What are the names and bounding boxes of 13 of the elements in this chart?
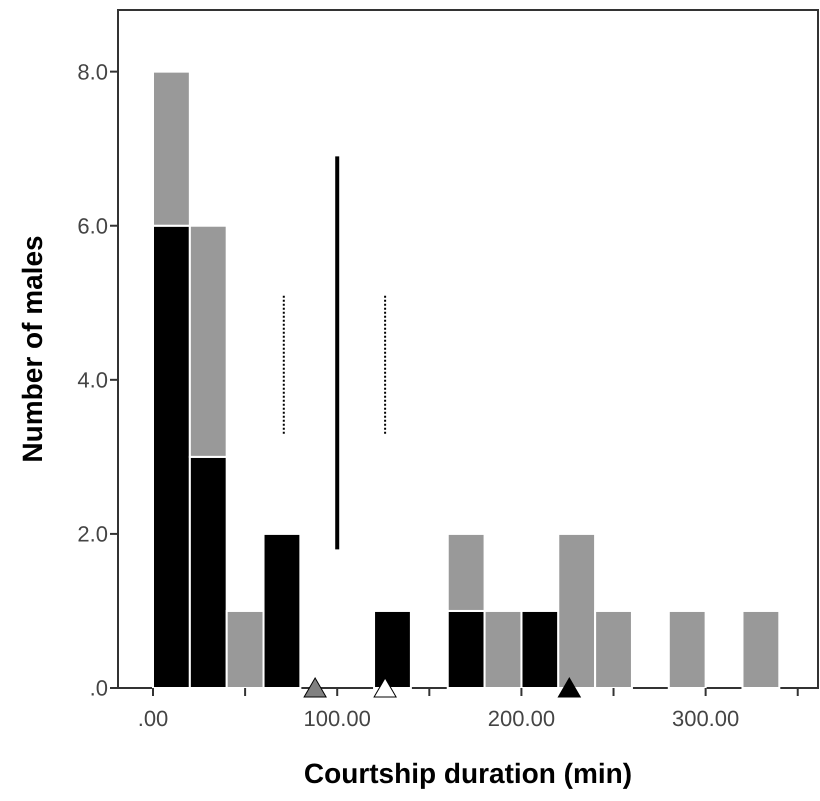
- bar: [668, 610, 707, 689]
- x-tick-label: .00: [138, 706, 168, 731]
- y-tick-label: 4.0: [77, 368, 108, 393]
- bar: [741, 610, 780, 689]
- x-tick-label: 300.00: [672, 706, 740, 731]
- y-tick-label: .0: [90, 676, 108, 701]
- x-tick-label: 100.00: [304, 706, 371, 731]
- x-axis-title: Courtship duration (min): [304, 758, 632, 789]
- y-tick-label: 6.0: [77, 213, 108, 238]
- y-axis-title: Number of males: [17, 235, 48, 463]
- x-tick-label: 200.00: [488, 706, 556, 731]
- y-tick-label: 8.0: [77, 59, 108, 84]
- y-tick-label: 2.0: [77, 522, 108, 547]
